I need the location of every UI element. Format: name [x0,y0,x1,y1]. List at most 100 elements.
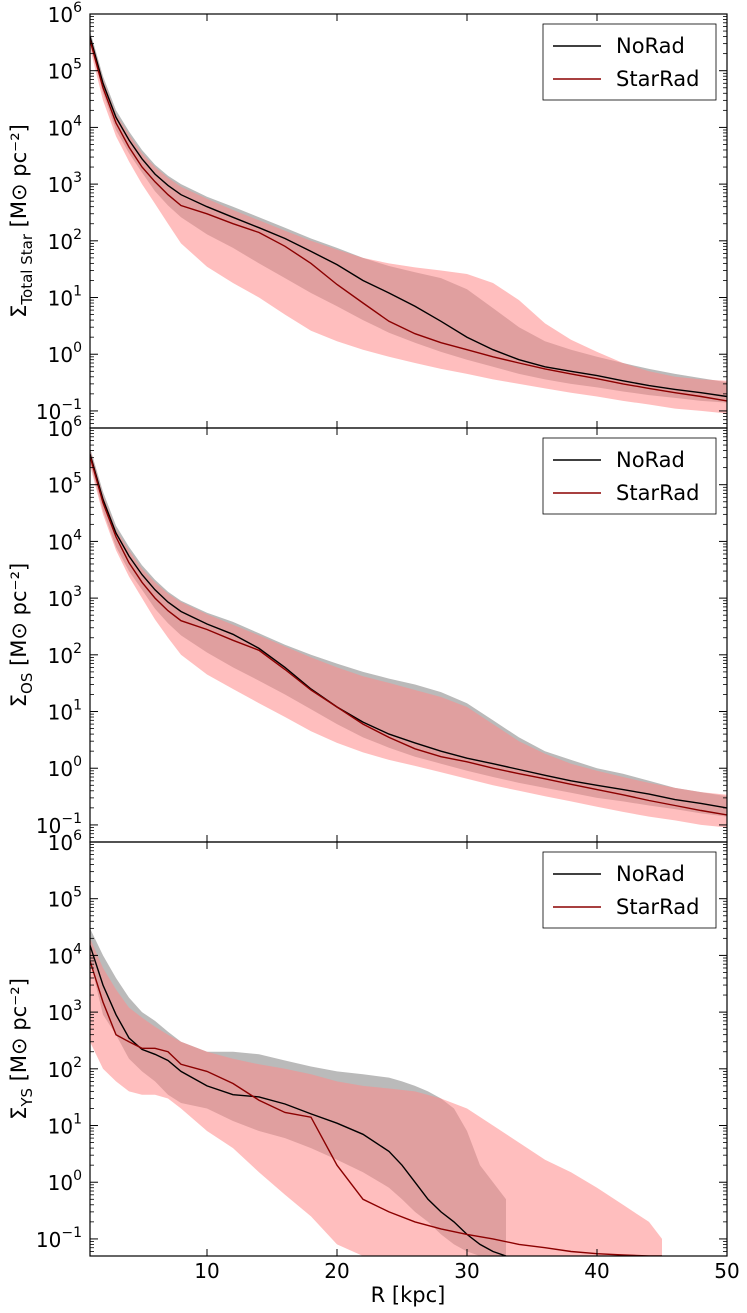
y-tick-label: 104 [48,941,82,968]
x-tick-label: 40 [584,1259,609,1283]
y-tick-base: 10 [48,417,73,441]
y-tick-exponent: 6 [73,414,82,430]
y-tick-exponent: 0 [73,754,82,770]
y-axis-label: ΣTotal Star [M⊙ pc⁻²] [7,124,36,318]
y-tick-label: 10−1 [36,1225,82,1252]
y-tick-base: 10 [48,173,73,197]
y-tick-exponent: 1 [73,698,82,714]
band-starrad [90,449,727,828]
y-axis-label-symbol: Σ [7,694,31,707]
legend: NoRad StarRad [542,851,717,929]
y-axis-label: ΣOS [M⊙ pc⁻²] [7,563,36,707]
x-axis-label: R [kpc] [371,1283,446,1307]
y-tick-label: 105 [48,885,82,912]
y-tick-exponent: 5 [73,57,82,73]
y-tick-exponent: 2 [73,1055,82,1071]
y-axis-label-unit: [M⊙ pc⁻²] [7,563,31,673]
legend: NoRad StarRad [542,23,717,101]
y-tick-label: 10−1 [36,811,82,838]
series-line-starrad [90,960,662,1256]
y-tick-exponent: −1 [61,1225,82,1241]
y-tick-exponent: 3 [73,998,82,1014]
y-tick-label: 102 [48,227,82,254]
y-tick-label: 101 [48,1112,82,1139]
plot-frame [89,841,728,1257]
y-tick-base: 10 [48,644,73,668]
legend-frame [542,437,717,515]
y-tick-base: 10 [48,116,73,140]
y-tick-base: 10 [48,888,73,912]
y-tick-base: 10 [48,3,73,27]
y-tick-label: 103 [48,998,82,1025]
legend-label-starrad: StarRad [616,895,699,919]
y-tick-base: 10 [36,400,61,424]
y-tick-exponent: 6 [73,828,82,844]
series-line-starrad [90,455,727,816]
y-tick-exponent: 4 [73,113,82,129]
legend-frame [542,23,717,101]
y-tick-exponent: 1 [73,284,82,300]
plot-area [90,31,727,414]
y-tick-label: 102 [48,1055,82,1082]
legend-label-norad: NoRad [616,34,685,58]
y-axis-label-symbol: Σ [7,305,31,318]
x-tick-label: 50 [714,1259,739,1283]
y-tick-label: 103 [48,584,82,611]
y-tick-exponent: 1 [73,1112,82,1128]
series-line-norad [90,36,727,398]
y-axis-label-unit: [M⊙ pc⁻²] [7,124,31,234]
y-tick-label: 106 [48,414,82,441]
y-tick-label: 101 [48,698,82,725]
legend-label-norad: NoRad [616,862,685,886]
series-line-norad [90,453,727,809]
y-tick-base: 10 [48,587,73,611]
y-axis-label-symbol: Σ [7,1107,31,1120]
y-tick-base: 10 [48,60,73,84]
y-tick-base: 10 [48,530,73,554]
y-tick-base: 10 [36,814,61,838]
y-tick-base: 10 [48,230,73,254]
y-tick-label: 100 [48,340,82,367]
y-tick-exponent: 4 [73,527,82,543]
y-tick-base: 10 [48,757,73,781]
y-tick-base: 10 [48,1058,73,1082]
y-tick-exponent: 5 [73,471,82,487]
y-tick-exponent: 2 [73,227,82,243]
y-tick-exponent: 3 [73,584,82,600]
y-tick-exponent: 4 [73,941,82,957]
legend-label-starrad: StarRad [616,481,699,505]
x-tick-label: 20 [324,1259,349,1283]
y-tick-label: 10−1 [36,397,82,424]
y-tick-label: 102 [48,641,82,668]
y-tick-exponent: 0 [73,340,82,356]
band-starrad [90,33,727,414]
y-tick-label: 106 [48,828,82,855]
y-tick-label: 100 [48,1168,82,1195]
legend-frame [542,851,717,929]
legend-label-norad: NoRad [616,448,685,472]
y-tick-base: 10 [48,1001,73,1025]
y-axis-label-subscript: YS [18,1088,36,1108]
y-tick-exponent: 6 [73,0,82,16]
y-tick-base: 10 [48,1171,73,1195]
y-tick-base: 10 [48,287,73,311]
y-tick-label: 105 [48,57,82,84]
x-tick-label: 30 [454,1259,479,1283]
y-tick-exponent: 2 [73,641,82,657]
plot-area [90,447,727,828]
y-axis-label-subscript: Total Star [18,233,36,305]
y-tick-base: 10 [48,831,73,855]
y-tick-exponent: 3 [73,170,82,186]
y-tick-base: 10 [48,1115,73,1139]
legend: NoRad StarRad [542,437,717,515]
y-tick-label: 104 [48,113,82,140]
series-line-starrad [90,39,727,402]
y-tick-label: 106 [48,0,82,27]
y-tick-base: 10 [48,944,73,968]
y-axis-label: ΣYS [M⊙ pc⁻²] [7,978,36,1120]
band-starrad [90,938,662,1256]
legend-label-starrad: StarRad [616,67,699,91]
